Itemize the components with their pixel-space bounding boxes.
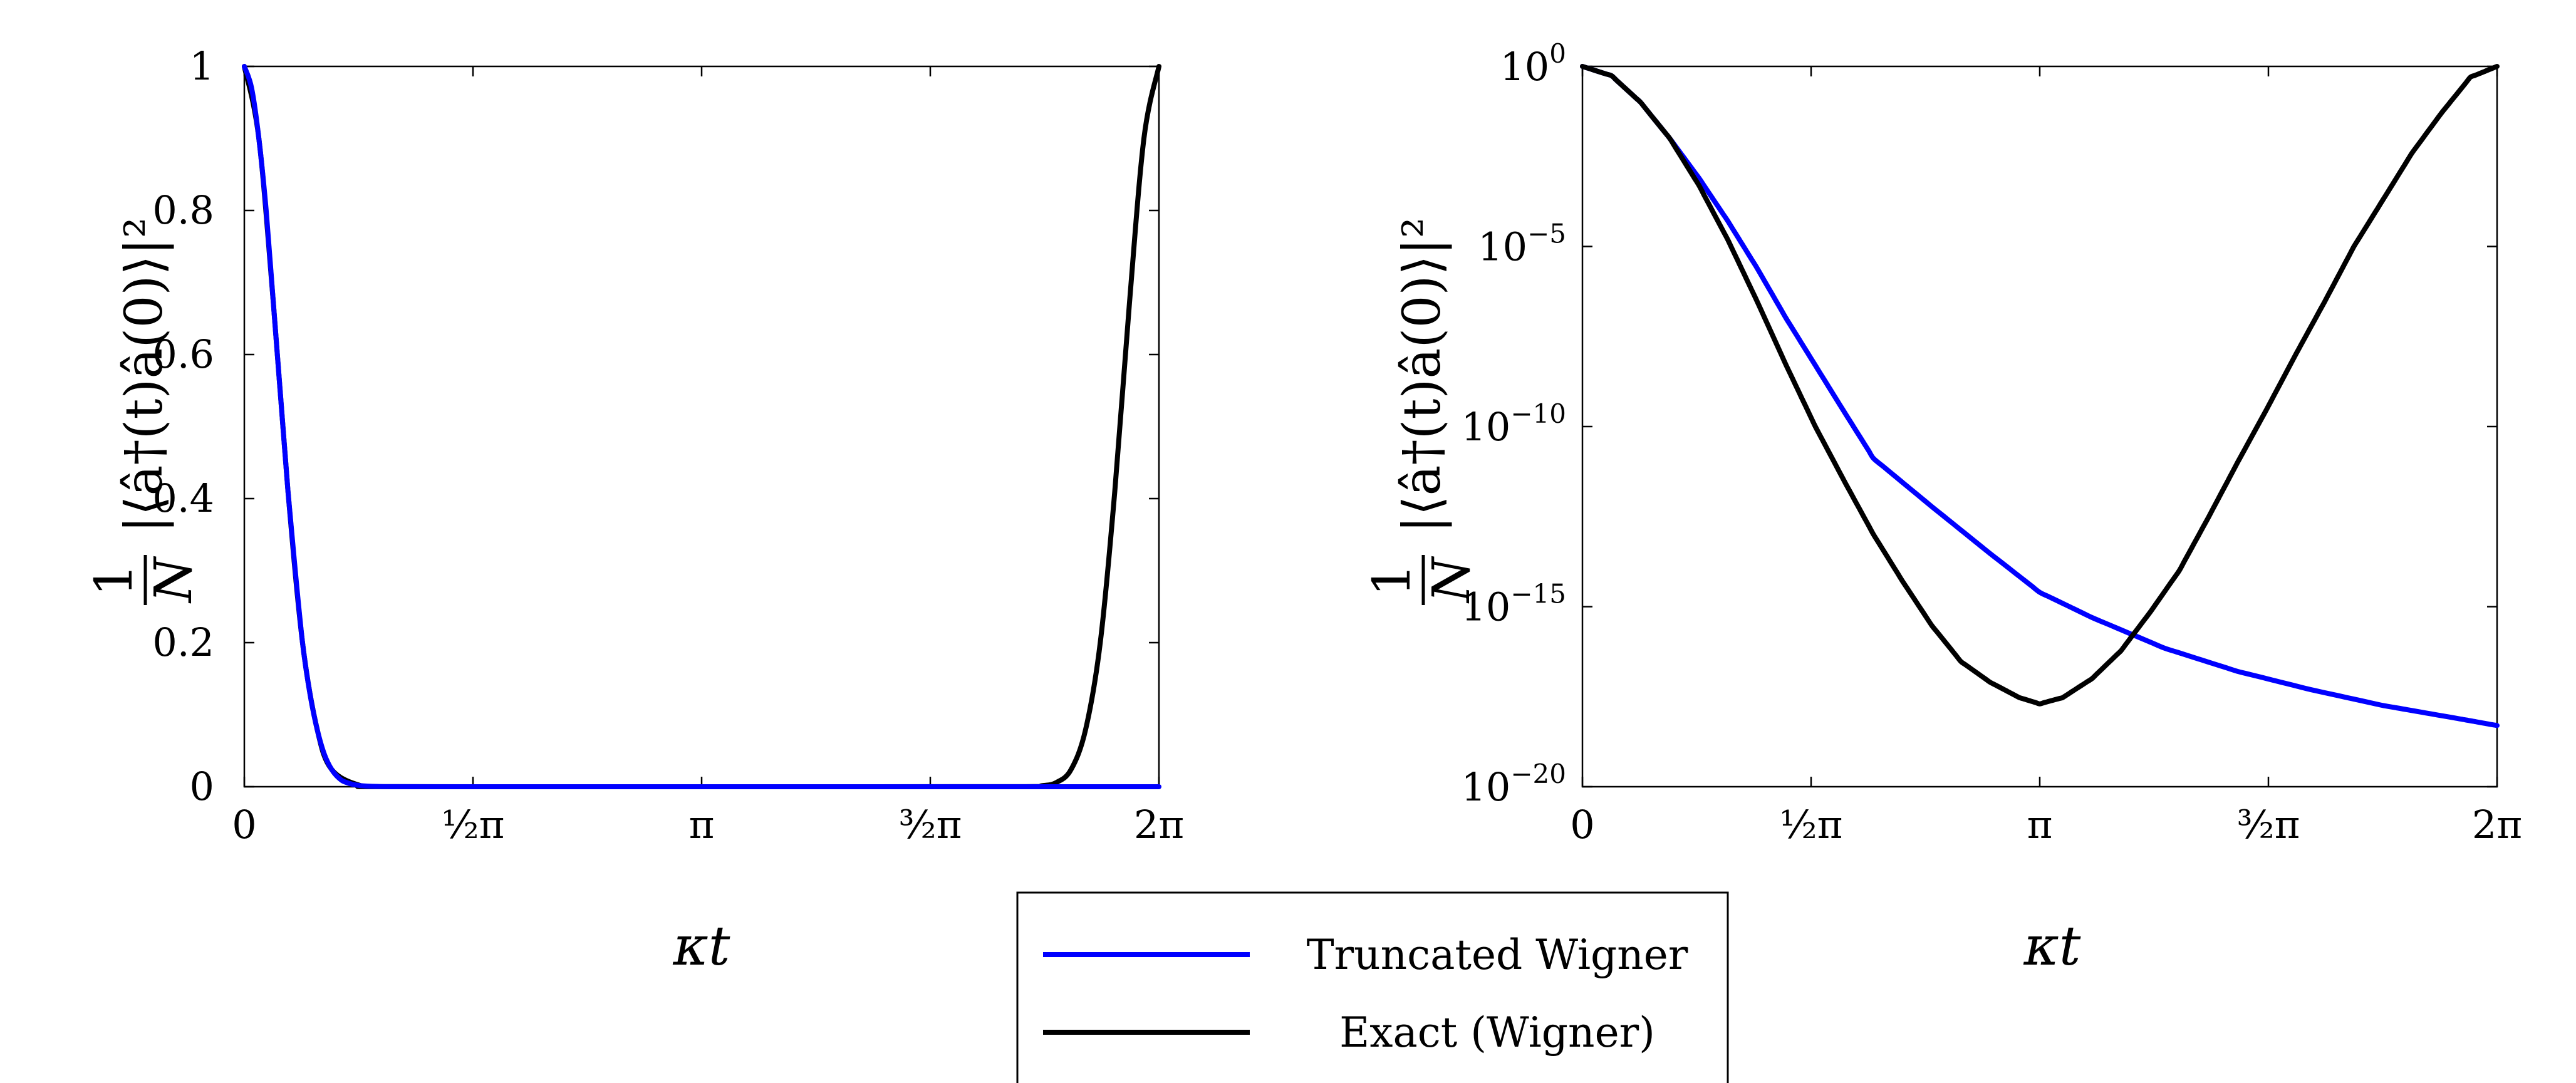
right-x-axis-label: κt [2023,915,2081,978]
right-y-tick-label: 10−5 [1478,219,1566,270]
left-y-tick-label: 1 [190,43,214,89]
right-ylabel-frac-den: N [1422,556,1482,604]
left-series-truncated-wigner [242,64,1161,790]
left-y-axis-label: 1 N |⟨â†(t)â(0)⟩|² [85,217,204,605]
left-plot-frame [243,65,1160,788]
left-chart: 0 ½π π ³⁄₂π 2π 0 0.2 0.4 0.6 0.8 1 κt 1 N |⟨â†(t)… [85,43,1184,978]
left-ylabel-expr: |⟨â†(t)â(0)⟩|² [115,217,174,533]
left-x-tick-label: ½π [442,802,505,847]
left-y-tick-label: 0.6 [152,331,214,377]
right-series-truncated-wigner [1580,64,2500,728]
left-x-tick-label: π [689,802,715,847]
left-x-tick-label: 0 [232,802,256,847]
left-x-axis-label: κt [673,915,730,978]
right-y-ticks: 100 10−5 10−10 10−15 10−20 [1461,38,2497,810]
right-x-tick-label: 2π [2472,802,2522,847]
right-y-tick-label: 10−15 [1461,579,1566,630]
left-ylabel-frac-num: 1 [85,564,144,596]
right-y-tick-label: 10−10 [1461,398,1566,450]
left-x-ticks: 0 ½π π ³⁄₂π 2π [232,66,1184,847]
left-y-tick-label: 0.2 [152,619,214,665]
right-ylabel-expr: |⟨â†(t)â(0)⟩|² [1393,217,1452,533]
right-y-tick-label: 100 [1500,38,1566,90]
right-chart: 0 ½π π ³⁄₂π 2π 100 10−5 10−10 10−15 10−20 κt 1 N… [1363,38,2522,978]
right-ylabel-frac-num: 1 [1363,564,1422,596]
left-y-ticks: 0 0.2 0.4 0.6 0.8 1 [152,43,1159,809]
left-x-tick-label: 2π [1134,802,1184,847]
left-series-lines [242,64,1161,790]
left-x-tick-label: ³⁄₂π [899,802,962,847]
legend-box [1016,891,1729,1083]
right-x-tick-label: ³⁄₂π [2237,802,2300,847]
left-y-tick-label: 0.4 [152,475,214,521]
left-series-exact-wigner [242,64,1161,789]
right-series-lines [1580,64,2500,728]
right-series-exact-wigner [1580,64,2500,707]
legend: Truncated Wigner Exact (Wigner) [1016,891,1729,1083]
left-y-tick-label: 0 [190,764,214,809]
right-y-tick-label: 10−20 [1461,759,1566,810]
right-y-axis-label: 1 N |⟨â†(t)â(0)⟩|² [1363,217,1482,605]
left-y-tick-label: 0.8 [152,187,214,233]
right-x-tick-label: ½π [1780,802,1843,847]
right-x-ticks: 0 ½π π ³⁄₂π 2π [1570,66,2522,847]
legend-label-exact-wigner: Exact (Wigner) [1339,1008,1655,1057]
left-ylabel-frac-den: N [144,556,204,604]
right-x-tick-label: π [2027,802,2053,847]
legend-label-truncated-wigner: Truncated Wigner [1307,931,1688,979]
right-plot-frame [1581,65,2498,788]
right-x-tick-label: 0 [1570,802,1594,847]
